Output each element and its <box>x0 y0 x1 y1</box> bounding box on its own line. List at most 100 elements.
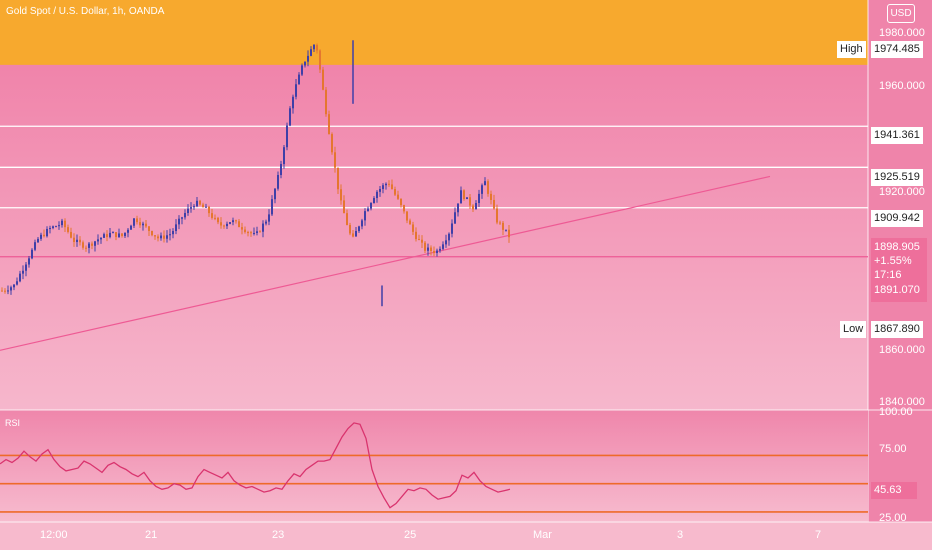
candle-body <box>103 234 105 238</box>
candle-body <box>82 242 84 248</box>
candle-body <box>145 223 147 227</box>
candle-body <box>478 193 480 204</box>
candle-body <box>436 250 438 254</box>
highlight-band <box>0 0 868 65</box>
candle-body <box>379 188 381 192</box>
candle-body <box>508 229 510 238</box>
candle-body <box>202 204 204 208</box>
time-tick: 23 <box>272 529 285 541</box>
candle-body <box>229 222 231 224</box>
candle-body <box>190 207 192 209</box>
candle-body <box>421 239 423 243</box>
candle-body <box>406 211 408 221</box>
rsi-line <box>0 422 511 509</box>
candle-body <box>16 281 18 285</box>
time-tick: Mar <box>533 529 552 541</box>
rsi-value-tag: 45.63 <box>871 482 917 499</box>
candle-body <box>280 164 282 175</box>
candle-body <box>358 226 360 232</box>
candle-body <box>151 230 153 236</box>
candle-body <box>97 239 99 242</box>
candle-body <box>31 249 33 259</box>
candle-body <box>490 193 492 200</box>
candle-body <box>283 147 285 165</box>
candle-body <box>403 205 405 212</box>
high-label: High <box>837 41 866 58</box>
candle-body <box>199 200 201 205</box>
candle-body <box>241 227 243 230</box>
candle-body <box>166 235 168 239</box>
candle-body <box>46 228 48 237</box>
candle-body <box>337 167 339 190</box>
candle-body <box>223 225 225 227</box>
trendline <box>0 175 771 351</box>
price-tick: 1920.000 <box>879 186 925 198</box>
candle-body <box>343 200 345 214</box>
low-label: Low <box>840 321 867 338</box>
candle-body <box>208 206 210 214</box>
level-tag: 1925.519 <box>871 169 923 186</box>
candle-body <box>124 232 126 237</box>
candle-body <box>445 240 447 245</box>
candle-body <box>40 234 42 239</box>
candle-body <box>313 44 315 50</box>
candle-body <box>433 251 435 254</box>
candle-body <box>175 224 177 232</box>
candle-body <box>307 55 309 62</box>
candle-body <box>157 236 159 239</box>
candle-body <box>196 200 198 207</box>
candle-body <box>28 258 30 265</box>
candle-body <box>193 206 195 208</box>
candle-body <box>298 74 300 85</box>
candle-body <box>301 65 303 75</box>
candle-body <box>217 217 219 223</box>
candle-body <box>232 220 234 223</box>
candle-body <box>409 220 411 225</box>
candle-body <box>457 203 459 213</box>
candle-body <box>133 218 135 226</box>
candle-body <box>397 194 399 199</box>
candle-body <box>355 231 357 237</box>
rsi-tick: 100.00 <box>879 406 913 418</box>
low-value-tag: 1867.890 <box>871 321 923 338</box>
candle-body <box>259 231 261 233</box>
candle-body <box>7 290 9 292</box>
candle-body <box>118 233 120 238</box>
candle-body <box>394 189 396 195</box>
candle-body <box>322 69 324 90</box>
candle-body <box>55 226 57 228</box>
candle-body <box>91 243 93 246</box>
candle-body <box>340 189 342 201</box>
candle-body <box>250 232 252 234</box>
candle-body <box>493 199 495 209</box>
currency-button[interactable]: USD <box>887 4 915 23</box>
candle-body <box>43 234 45 237</box>
candle-body <box>163 235 165 239</box>
candle-body <box>325 89 327 115</box>
candle-body <box>481 185 483 194</box>
candle-body <box>499 222 501 224</box>
candle-body <box>136 218 138 223</box>
candle-body <box>460 190 462 204</box>
candle-body <box>184 212 186 218</box>
candle-body <box>13 284 15 288</box>
candle-body <box>442 244 444 249</box>
candle-body <box>142 223 144 226</box>
bar-countdown: 17:16 <box>874 269 902 281</box>
candle-body <box>274 188 276 200</box>
time-tick: 3 <box>677 529 684 541</box>
time-tick: 21 <box>145 529 158 541</box>
candle-body <box>205 206 207 208</box>
candle-body <box>109 232 111 238</box>
time-tick: 25 <box>404 529 417 541</box>
time-axis-background <box>0 522 932 550</box>
candle-body <box>4 290 6 292</box>
candle-body <box>370 203 372 209</box>
candle-body <box>295 84 297 97</box>
candle-body <box>220 222 222 226</box>
rsi-tick: 25.00 <box>879 512 907 524</box>
high-value-tag: 1974.485 <box>871 41 923 58</box>
candle-body <box>439 248 441 251</box>
